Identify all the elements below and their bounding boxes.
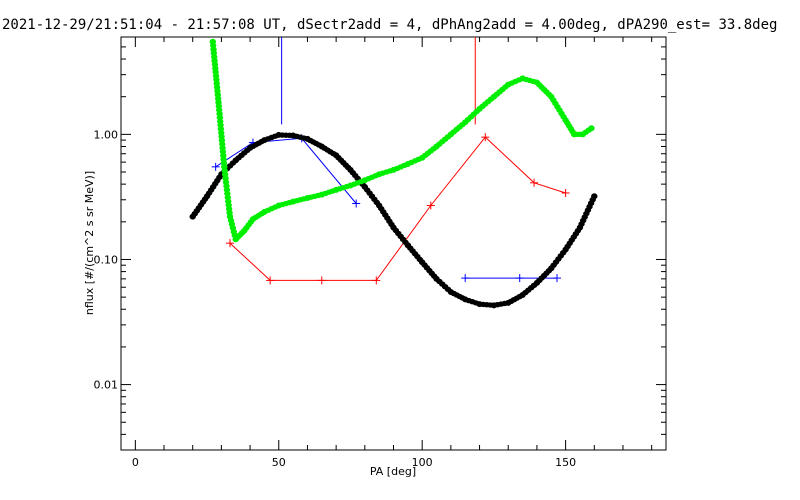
data-point — [189, 213, 196, 220]
data-point — [390, 166, 397, 173]
data-point — [533, 279, 540, 286]
data-point — [462, 296, 469, 303]
data-point — [505, 81, 512, 88]
x-tick-label: 150 — [555, 456, 576, 469]
plus-marker — [372, 276, 381, 285]
data-point — [490, 302, 497, 309]
data-point — [447, 131, 454, 138]
data-point — [419, 259, 426, 266]
y-axis-label: nflux [#/(cm^2 s sr MeV)] — [83, 171, 96, 315]
data-point — [347, 182, 354, 189]
data-point — [571, 131, 578, 138]
data-point — [433, 275, 440, 282]
data-point — [221, 163, 228, 170]
data-point — [447, 288, 454, 295]
data-point — [249, 216, 256, 223]
data-point — [490, 93, 497, 100]
data-point — [261, 208, 268, 215]
series-0 — [211, 134, 361, 208]
data-point — [290, 198, 297, 205]
data-point — [247, 144, 254, 151]
data-point — [376, 202, 383, 209]
plus-marker — [561, 188, 570, 197]
data-point — [548, 93, 555, 100]
data-point — [576, 224, 583, 231]
plus-marker — [530, 178, 539, 187]
data-point — [390, 224, 397, 231]
plus-marker — [426, 201, 435, 210]
data-point — [476, 301, 483, 308]
data-point — [533, 79, 540, 86]
data-point — [361, 183, 368, 190]
data-point — [404, 160, 411, 167]
data-point — [562, 246, 569, 253]
plus-marker — [481, 133, 490, 142]
data-point — [519, 75, 526, 82]
data-point — [419, 154, 426, 161]
data-point — [476, 105, 483, 112]
data-point — [204, 193, 211, 200]
data-point — [562, 117, 569, 124]
data-point — [591, 193, 598, 200]
data-point — [232, 157, 239, 164]
data-point — [548, 265, 555, 272]
series-layer — [189, 37, 598, 309]
data-point — [333, 152, 340, 159]
plus-marker — [317, 276, 326, 285]
plus-marker — [352, 199, 361, 208]
plus-marker — [211, 162, 220, 171]
data-point — [433, 143, 440, 150]
data-point — [588, 125, 595, 132]
x-axis-label: PA [deg] — [370, 465, 416, 478]
y-tick-label: 0.01 — [94, 379, 119, 392]
plus-marker — [226, 239, 234, 248]
data-point — [404, 242, 411, 249]
data-point — [462, 119, 469, 126]
ticks-layer: 0 50 100 150 0.01 0.10 1.00 — [94, 36, 666, 469]
y-tick-label: 1.00 — [94, 128, 119, 141]
data-point — [519, 292, 526, 299]
data-point — [376, 171, 383, 178]
data-point — [275, 131, 282, 138]
data-point — [304, 135, 311, 142]
x-tick-label: 0 — [132, 456, 139, 469]
x-tick-label: 50 — [272, 456, 286, 469]
data-point — [304, 194, 311, 201]
data-point — [261, 137, 268, 144]
series-6 — [209, 38, 595, 243]
data-point — [347, 166, 354, 173]
data-point — [241, 227, 248, 234]
data-point — [227, 213, 233, 220]
data-point — [579, 131, 586, 138]
data-point — [215, 99, 222, 106]
plus-marker — [266, 276, 275, 285]
data-point — [318, 143, 325, 150]
data-point — [290, 132, 297, 139]
data-point — [505, 299, 512, 306]
series-line — [229, 136, 566, 281]
x-tick-label: 100 — [412, 456, 433, 469]
y-tick-label: 0.10 — [94, 253, 119, 266]
data-point — [209, 38, 216, 45]
data-point — [333, 186, 340, 193]
plot-area: 0 50 100 150 0.01 0.10 1.00 — [94, 36, 667, 469]
data-point — [318, 191, 325, 198]
plus-marker — [553, 274, 561, 283]
data-point — [275, 202, 282, 209]
data-point — [361, 177, 368, 184]
plus-marker — [515, 274, 524, 283]
chart-title: 2021-12-29/21:51:04 - 21:57:08 UT, dSect… — [2, 17, 777, 33]
series-line — [215, 137, 357, 204]
plot-frame — [120, 36, 667, 451]
plus-marker — [461, 274, 470, 283]
data-point — [232, 236, 239, 243]
